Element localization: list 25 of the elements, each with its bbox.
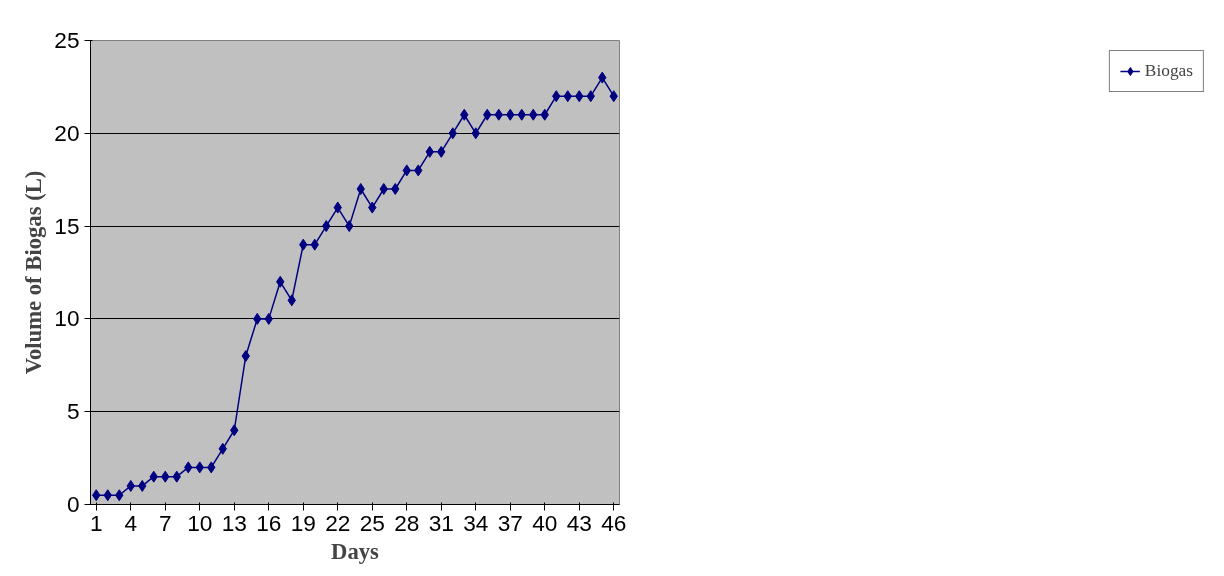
x-tick-label: 7 xyxy=(158,509,172,536)
x-tick-label: 16 xyxy=(256,509,282,536)
y-tick-label: 5 xyxy=(66,398,80,425)
y-tick-label: 20 xyxy=(54,119,80,146)
x-tick-label: 37 xyxy=(497,509,523,536)
x-axis-title: Days xyxy=(331,538,380,564)
y-tick-label: 25 xyxy=(54,27,80,53)
x-tick-label: 40 xyxy=(532,509,558,536)
y-tick-label: 15 xyxy=(54,212,80,239)
x-tick-label: 1 xyxy=(89,509,103,536)
x-tick-label: 4 xyxy=(124,509,138,536)
y-tick-label: 10 xyxy=(54,305,80,332)
x-tick-label: 28 xyxy=(394,509,420,536)
legend-label: Biogas xyxy=(1144,61,1193,81)
x-tick-label: 25 xyxy=(359,509,385,536)
y-axis-title: Volume of Biogas (L) xyxy=(21,170,47,375)
x-tick-label: 22 xyxy=(325,509,351,536)
x-tick-label: 19 xyxy=(290,509,316,536)
x-tick-label: 31 xyxy=(428,509,454,536)
y-tick-label: 0 xyxy=(66,491,80,517)
x-tick-label: 46 xyxy=(601,509,627,536)
x-tick-label: 10 xyxy=(187,509,213,536)
x-tick-label: 43 xyxy=(566,509,592,536)
x-tick-label: 34 xyxy=(463,509,489,536)
x-tick-label: 13 xyxy=(221,509,247,536)
